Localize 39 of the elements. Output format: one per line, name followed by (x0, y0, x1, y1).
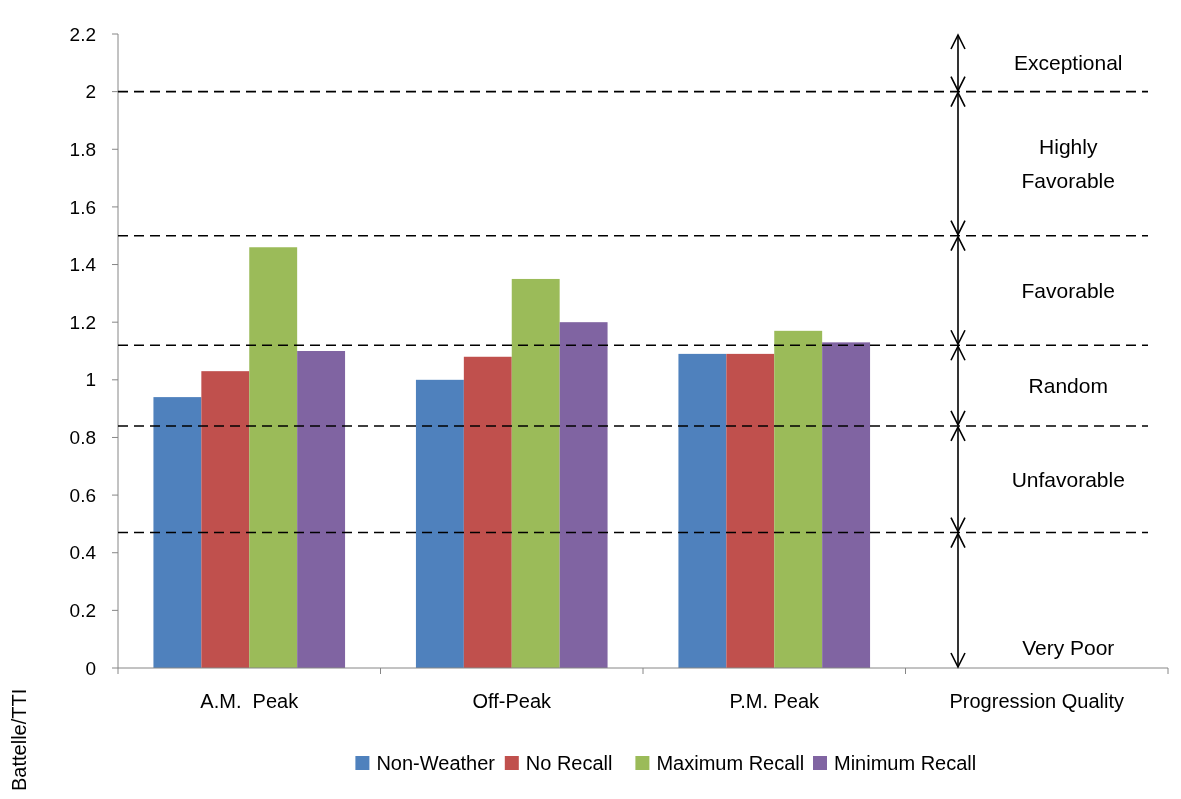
annotation: Unfavorable (1011, 467, 1125, 491)
x-tick-label: A.M. Peak (200, 690, 300, 712)
bar (297, 351, 346, 668)
y-tick-label: 1.2 (69, 311, 96, 333)
y-axis-title: Battelle/TTI (8, 688, 30, 791)
y-tick-label: 0.2 (69, 600, 96, 622)
y-tick-label: 1.6 (69, 196, 96, 218)
bar (201, 371, 250, 668)
y-tick-label: 0.6 (69, 484, 96, 506)
y-tick-label: 1.8 (69, 138, 96, 160)
legend-label: No Recall (525, 752, 613, 774)
y-tick-label: 1.4 (69, 254, 97, 276)
y-tick-label: 1 (85, 369, 96, 391)
bar (463, 356, 512, 668)
y-tick-label: 0.8 (69, 427, 96, 449)
legend-label: Maximum Recall (656, 752, 805, 774)
y-tick-label: 2 (85, 81, 96, 103)
bar (249, 247, 298, 668)
annotation: Very Poor (1022, 636, 1115, 660)
bar (415, 379, 464, 668)
bar (153, 397, 202, 668)
bar (511, 278, 560, 668)
x-tick-label: Progression Quality (949, 690, 1125, 712)
y-tick-label: 2.2 (69, 23, 96, 45)
bar (822, 342, 871, 668)
annotation: Exceptional (1013, 51, 1123, 75)
bar (559, 322, 608, 668)
annotation: Favorable (1021, 278, 1115, 302)
y-tick-label: 0 (85, 657, 96, 679)
legend-label: Minimum Recall (834, 752, 977, 774)
y-tick-label: 0.4 (69, 542, 97, 564)
x-tick-label: Off-Peak (472, 690, 553, 712)
annotation: Highly Favorable (1021, 135, 1115, 193)
annotation: Random (1028, 373, 1108, 397)
bar (726, 353, 775, 668)
bar (774, 330, 823, 668)
x-tick-label: P.M. Peak (729, 690, 821, 712)
legend-label: Non-Weather (376, 752, 496, 774)
bar (678, 353, 727, 668)
